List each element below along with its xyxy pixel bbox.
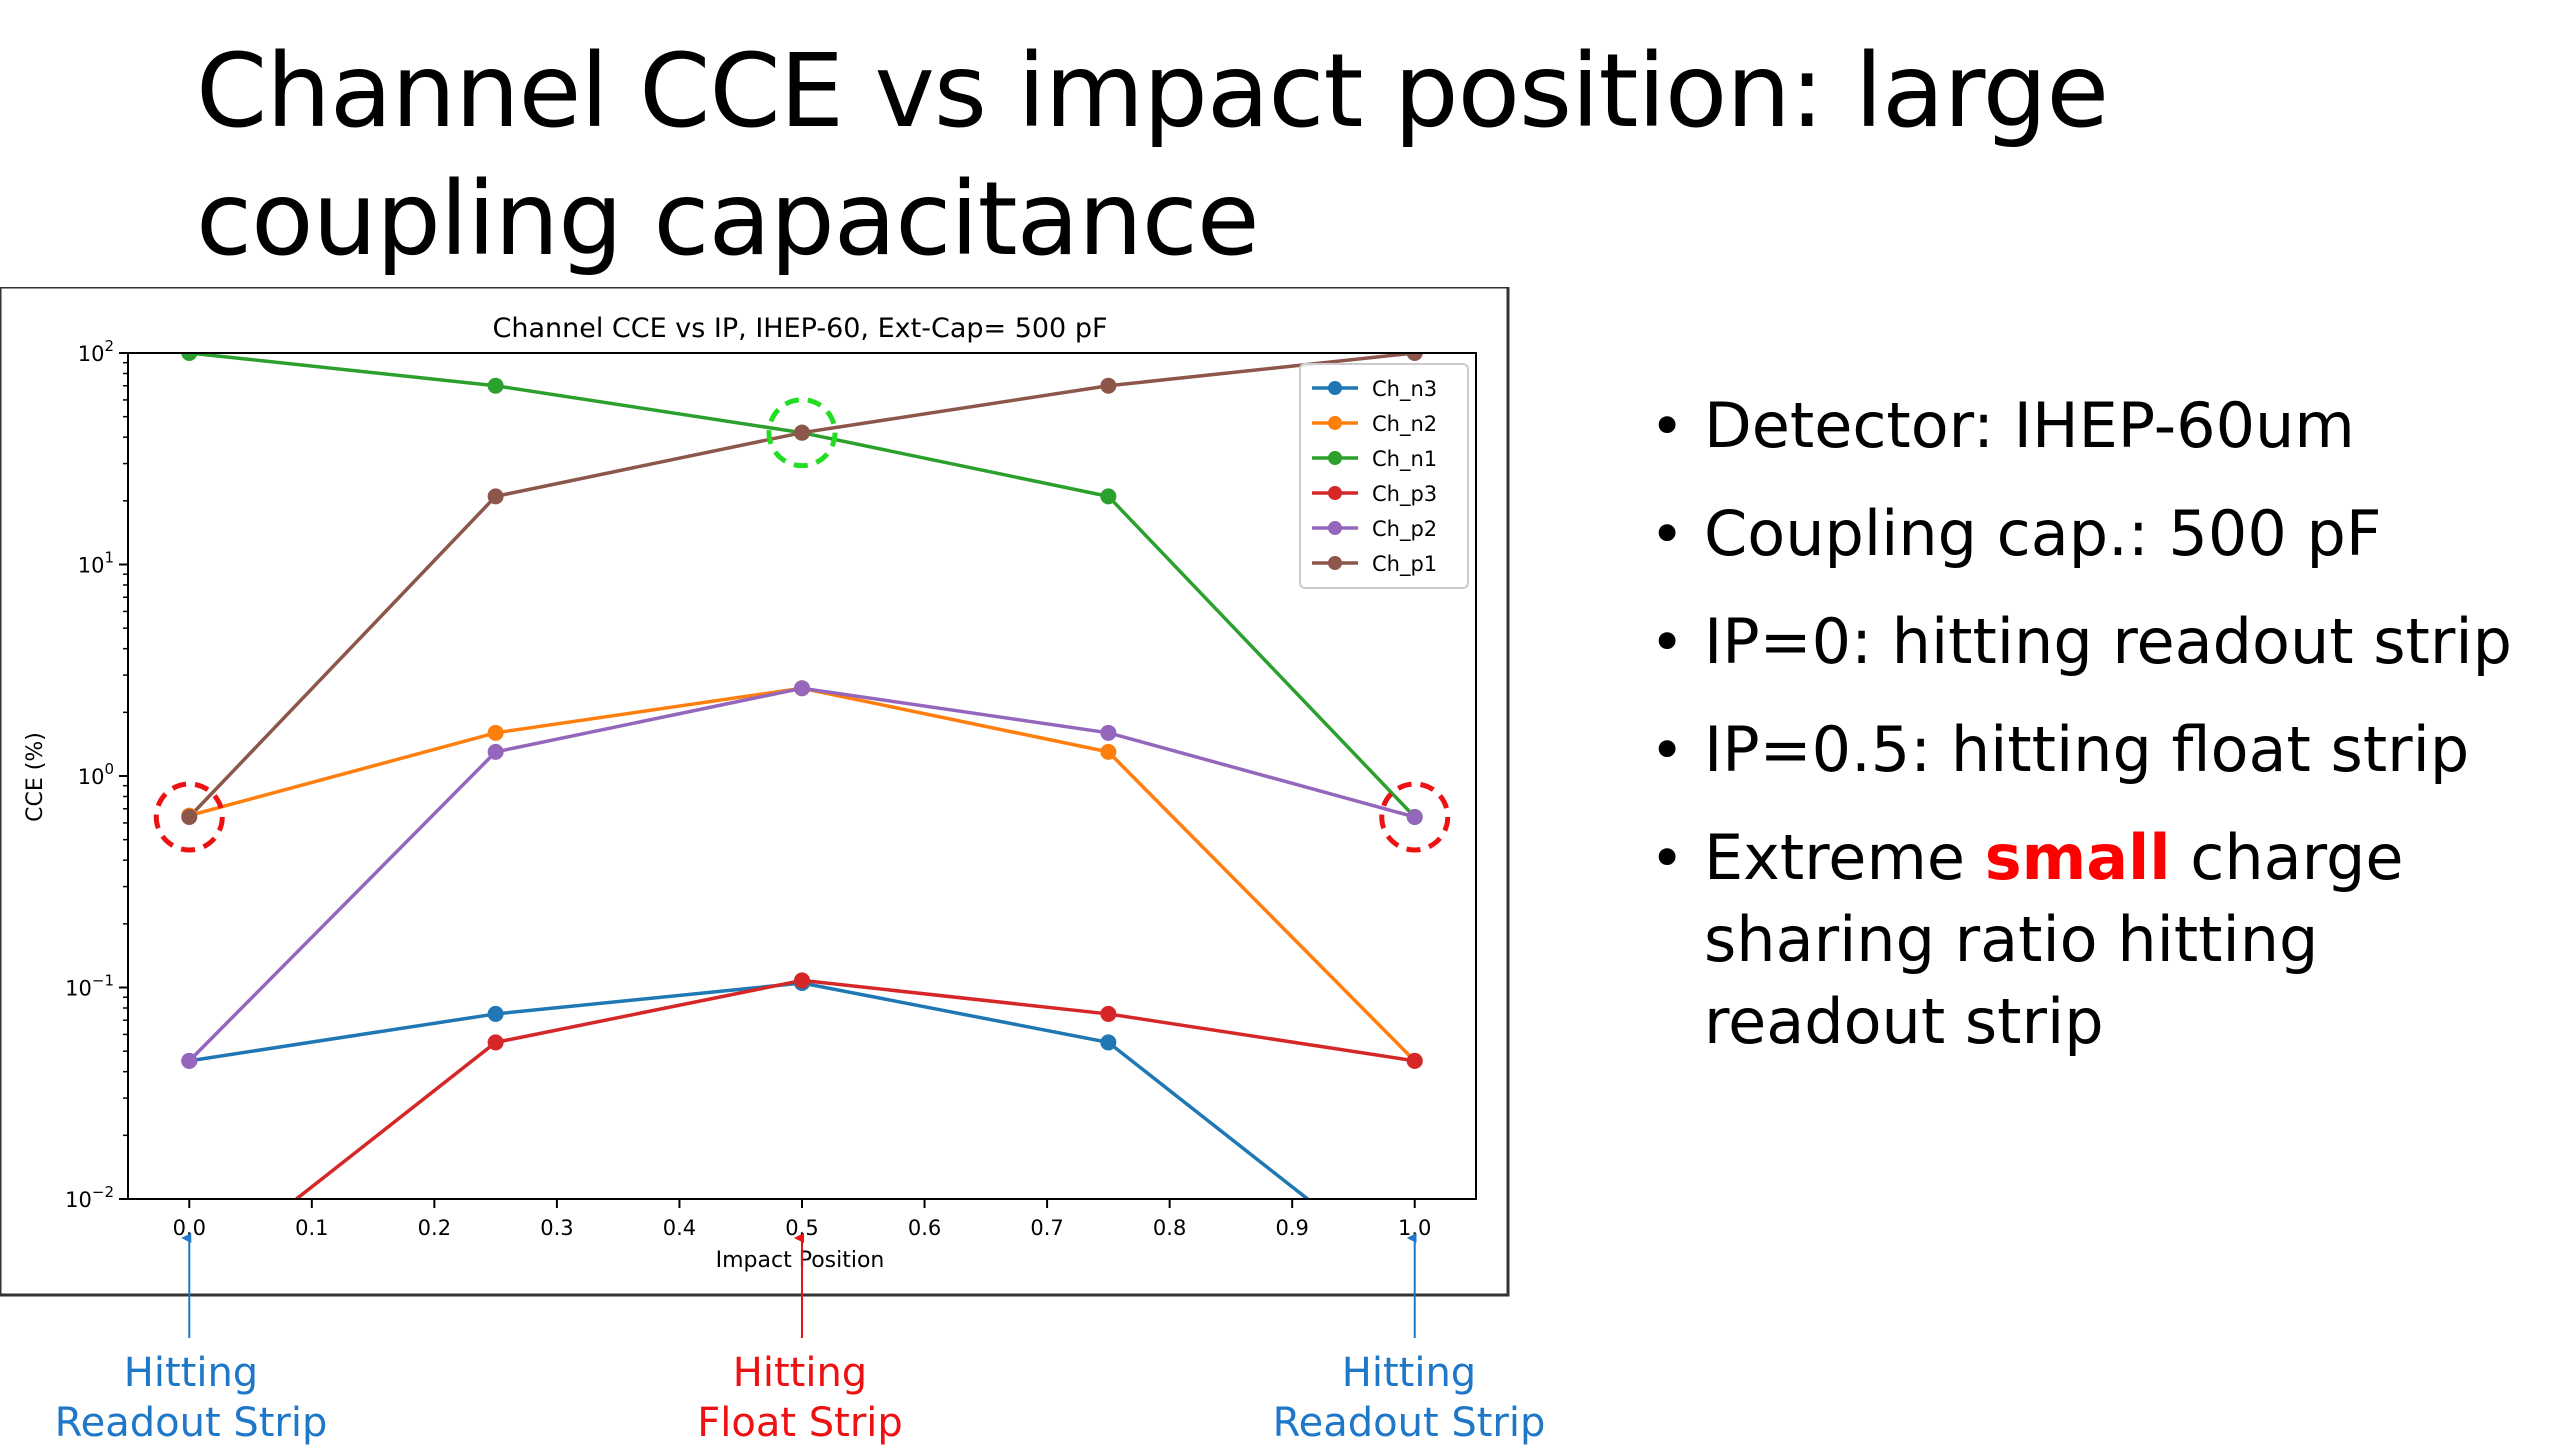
series-points [181, 353, 1423, 1069]
x-tick-label: 0.4 [663, 1216, 696, 1240]
legend-swatch-marker [1328, 381, 1342, 395]
slide-title-line-1: Channel CCE vs impact position: large [196, 32, 2109, 151]
emphasis-word: small [1984, 821, 2171, 894]
callout-line: Readout Strip [1272, 1400, 1546, 1446]
bullet-text: Coupling cap.: 500 pF [1704, 497, 2382, 570]
legend-label: Ch_n3 [1372, 377, 1437, 402]
legend-swatch-marker [1328, 556, 1342, 570]
bullet-text-after: charge [2170, 821, 2404, 894]
legend-swatch-marker [1328, 451, 1342, 465]
x-tick-label: 0.2 [418, 1216, 451, 1240]
data-point-ch-p3 [487, 1034, 504, 1051]
x-axis-label: Impact Position [716, 1248, 885, 1273]
legend-swatch-marker [1328, 521, 1342, 535]
y-tick-label: 101 [78, 549, 114, 578]
legend-label: Ch_n1 [1372, 447, 1437, 472]
data-point-ch-n2 [487, 724, 504, 741]
slide-title: Channel CCE vs impact position: large co… [196, 28, 2196, 284]
bullet-text: IP=0.5: hitting float strip [1704, 713, 2470, 786]
highlight-circle [153, 781, 225, 853]
y-tick-label: 102 [78, 337, 114, 366]
plot-area-frame [127, 352, 1477, 1200]
bullet-item: Detector: IHEP-60um [1650, 385, 2550, 467]
highlight-circles [153, 397, 1451, 853]
callout-hitting-float: Hitting Float Strip [600, 1348, 1000, 1448]
callout-line: Readout Strip [54, 1400, 328, 1446]
data-point-ch-p2 [794, 680, 810, 697]
legend-box [1299, 363, 1469, 589]
callout-line: Hitting [123, 1350, 259, 1396]
x-tick-label: 0.5 [785, 1216, 818, 1240]
legend-swatch-marker [1328, 416, 1342, 430]
data-point-ch-p3 [794, 972, 810, 989]
bullet-text-first-line: Extreme small charge [1704, 817, 2550, 899]
bullet-item: IP=0: hitting readout strip [1650, 601, 2550, 683]
data-point-ch-p2 [181, 1052, 198, 1069]
x-tick-label: 0.3 [540, 1216, 573, 1240]
data-point-ch-n1 [487, 377, 504, 394]
data-point-ch-n1 [1100, 488, 1117, 505]
y-axis-label: CCE (%) [23, 732, 48, 822]
x-tick-label: 0.9 [1275, 1216, 1308, 1240]
legend-swatch-marker [1328, 486, 1342, 500]
y-tick-label: 100 [78, 760, 114, 789]
chart-title: Channel CCE vs IP, IHEP-60, Ext-Cap= 500… [493, 313, 1108, 344]
callout-line: Hitting [732, 1350, 868, 1396]
bullet-text-before: Extreme [1704, 821, 1985, 894]
y-tick-label: 10−1 [65, 972, 114, 1001]
bullet-item: Extreme small charge sharing ratio hitti… [1650, 817, 2550, 1063]
data-point-ch-p1 [181, 808, 198, 825]
x-tick-label: 0.0 [173, 1216, 206, 1240]
data-point-ch-p1 [1406, 353, 1423, 361]
data-point-ch-p2 [1100, 724, 1117, 741]
x-tick-label: 0.7 [1030, 1216, 1063, 1240]
slide-title-line-2: coupling capacitance [196, 160, 1260, 279]
legend-label: Ch_n2 [1372, 412, 1437, 437]
highlight-circle [1379, 781, 1451, 853]
bullet-item: IP=0.5: hitting float strip [1650, 709, 2550, 791]
x-tick-label: 1.0 [1398, 1216, 1431, 1240]
bullet-text: readout strip [1704, 985, 2104, 1058]
data-point-ch-p3 [1406, 1052, 1423, 1069]
data-point-ch-p2 [1406, 808, 1423, 825]
legend-label: Ch_p3 [1372, 482, 1437, 507]
bullet-text: sharing ratio hitting [1704, 903, 2319, 976]
bullet-text: Detector: IHEP-60um [1704, 389, 2355, 462]
callout-hitting-readout-left: Hitting Readout Strip [0, 1348, 391, 1448]
data-point-ch-n3 [1100, 1034, 1117, 1051]
legend-label: Ch_p1 [1372, 552, 1437, 577]
data-point-ch-p1 [794, 424, 810, 441]
callout-line: Hitting [1341, 1350, 1477, 1396]
legend-label: Ch_p2 [1372, 517, 1437, 542]
data-point-ch-p1 [487, 488, 504, 505]
data-point-ch-n3 [487, 1005, 504, 1022]
data-point-ch-n2 [1100, 743, 1117, 760]
cce-line-chart: Channel CCE vs IP, IHEP-60, Ext-Cap= 500… [0, 287, 1510, 1297]
data-point-ch-p3 [1100, 1005, 1117, 1022]
bullet-text: IP=0: hitting readout strip [1704, 605, 2512, 678]
bullet-list: Detector: IHEP-60um Coupling cap.: 500 p… [1650, 385, 2550, 1089]
chart-legend: Ch_n3 Ch_n2 Ch_n1 Ch_p3 Ch_p2 Ch_p1 [1299, 363, 1469, 589]
x-tick-label: 0.8 [1153, 1216, 1186, 1240]
callout-line: Float Strip [697, 1400, 903, 1446]
bullet-item: Coupling cap.: 500 pF [1650, 493, 2550, 575]
callout-hitting-readout-right: Hitting Readout Strip [1209, 1348, 1609, 1448]
data-point-ch-p1 [1100, 377, 1117, 394]
y-tick-label: 10−2 [65, 1183, 114, 1212]
data-point-ch-p2 [487, 743, 504, 760]
x-tick-label: 0.6 [908, 1216, 941, 1240]
x-tick-label: 0.1 [295, 1216, 328, 1240]
chart-figure-frame [0, 287, 1510, 1297]
highlight-circle [766, 397, 838, 469]
data-point-ch-n1 [181, 353, 198, 361]
